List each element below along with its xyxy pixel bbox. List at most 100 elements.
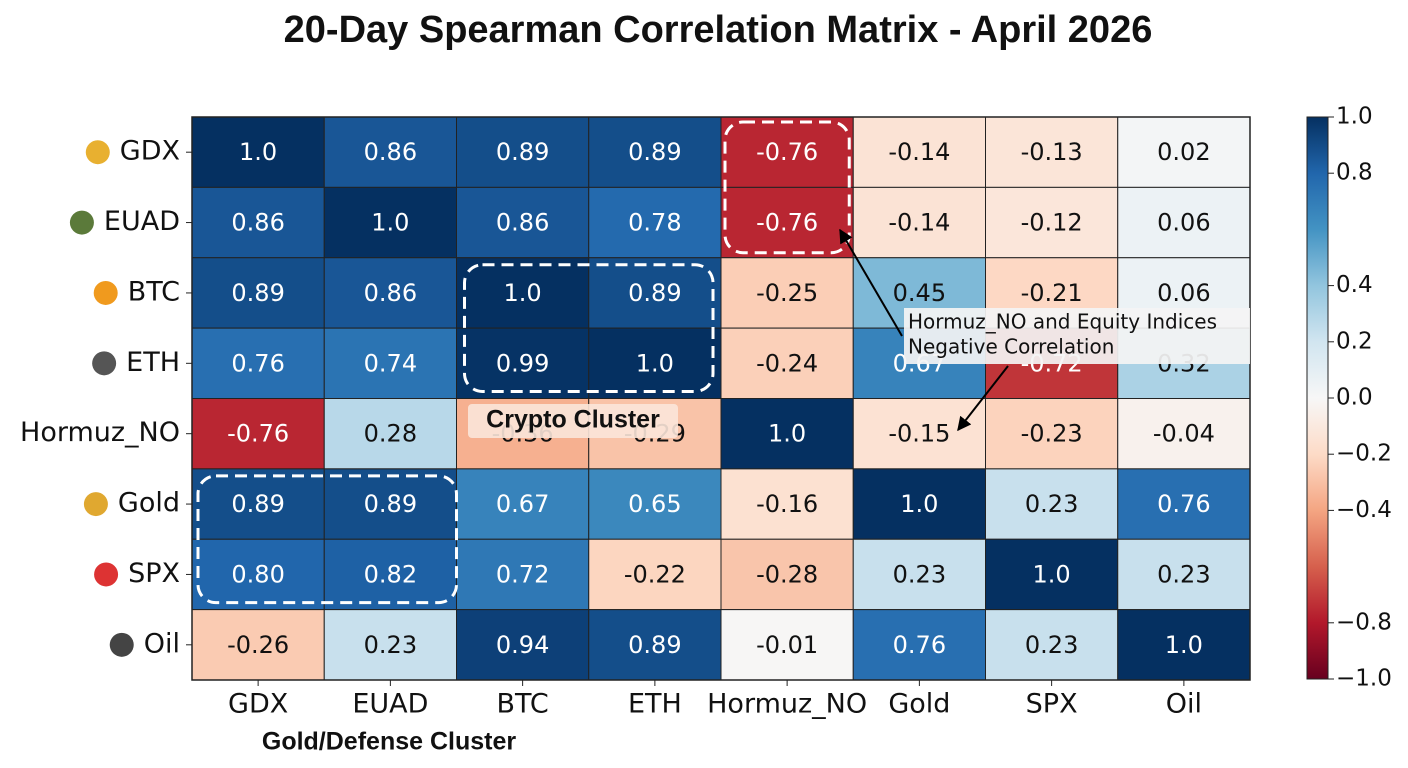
- cell-label: 0.23: [1025, 490, 1078, 518]
- heatmap-cell: [588, 327, 722, 399]
- heatmap-cell: [1117, 116, 1251, 188]
- cell-label: -0.28: [756, 560, 818, 588]
- cell-label: 0.78: [628, 209, 681, 237]
- heatmap-cell: [588, 538, 722, 611]
- cell-label: 0.99: [496, 349, 549, 377]
- chart-title: 20-Day Spearman Correlation Matrix - Apr…: [284, 9, 1153, 51]
- heatmap-cell: [720, 398, 854, 470]
- heatmap-cell: [720, 468, 854, 540]
- y-tick-label: SPX: [128, 558, 180, 589]
- cell-label: -0.24: [756, 349, 818, 377]
- cell-label: 1.0: [371, 209, 409, 237]
- heatmap-cell: [852, 116, 986, 188]
- colorbar-tick-label: −0.2: [1336, 441, 1392, 467]
- heatmap-cell: [588, 186, 722, 259]
- heatmap-cell: [588, 257, 722, 329]
- row-icon: [85, 140, 110, 165]
- colorbar-tick-label: −0.4: [1336, 497, 1392, 523]
- cell-label: -0.14: [888, 138, 950, 166]
- heatmap-cell: [323, 398, 457, 470]
- cell-label: 0.86: [364, 279, 417, 307]
- cell-label: 0.23: [1025, 631, 1078, 659]
- cell-label: 0.82: [364, 560, 417, 588]
- heatmap-cell: [456, 538, 590, 611]
- cell-label: 0.94: [496, 631, 549, 659]
- heatmap-cell: [323, 257, 457, 329]
- heatmap-cell: [191, 257, 325, 329]
- heatmap-cell: [456, 257, 590, 329]
- cell-label: 0.23: [1157, 560, 1210, 588]
- heatmap-cell: [456, 468, 590, 540]
- crypto-label-bg: [468, 404, 678, 438]
- y-tick-label: BTC: [128, 276, 180, 307]
- cell-label: 1.0: [636, 349, 674, 377]
- heatmap-cell: [985, 398, 1119, 470]
- cell-label: -0.26: [227, 631, 289, 659]
- cell-label: 0.28: [364, 420, 417, 448]
- x-tick-label: SPX: [1026, 689, 1078, 720]
- heatmap-cell: [588, 609, 722, 681]
- heatmap-cell: [985, 468, 1119, 540]
- colorbar-tick-label: 0.2: [1336, 328, 1373, 354]
- heatmap-cell: [191, 468, 325, 540]
- cell-label: -0.76: [227, 420, 289, 448]
- cell-label: 1.0: [768, 420, 806, 448]
- cell-label: 0.76: [1157, 490, 1210, 518]
- annotation-arrow: [957, 365, 1009, 432]
- x-tick-label: Oil: [1166, 689, 1202, 720]
- annotation: Hormuz_NO and Equity Indices: [908, 310, 1217, 334]
- colorbar-tick-label: 0.4: [1336, 272, 1373, 298]
- cell-label: -0.16: [756, 490, 818, 518]
- heatmap-cell: [1117, 538, 1251, 611]
- annotation: Crypto Cluster: [486, 406, 660, 434]
- cell-label: 1.0: [504, 279, 542, 307]
- annotation-arrow: [839, 228, 903, 337]
- cell-label: 0.06: [1157, 209, 1210, 237]
- cell-label: 0.89: [231, 490, 284, 518]
- heatmap-cell: [191, 116, 325, 188]
- cell-label: -0.15: [888, 420, 950, 448]
- heatmap-cell: [323, 116, 457, 188]
- note-bg: [904, 308, 1250, 364]
- cell-label: 0.80: [231, 560, 284, 588]
- cell-label: 0.86: [364, 138, 417, 166]
- row-icon: [94, 562, 119, 587]
- x-tick-label: BTC: [496, 689, 548, 720]
- cell-label: 0.65: [628, 490, 681, 518]
- y-tick-label: Gold: [118, 488, 180, 519]
- cell-label: -0.76: [756, 209, 818, 237]
- annotation: Negative Correlation: [908, 335, 1114, 359]
- cell-label: -0.22: [624, 560, 686, 588]
- row-icon: [109, 632, 134, 657]
- plot-frame: [191, 116, 1251, 681]
- heatmap-cell: [985, 609, 1119, 681]
- row-icon: [83, 492, 108, 517]
- y-tick-label: GDX: [120, 136, 180, 167]
- x-tick-label: ETH: [628, 689, 682, 720]
- cell-label: 0.76: [231, 349, 284, 377]
- cell-label: 0.45: [893, 279, 946, 307]
- colorbar-tick-label: 0.0: [1336, 385, 1373, 411]
- cell-label: -0.01: [756, 631, 818, 659]
- heatmap-cell: [720, 186, 854, 259]
- heatmap-cell: [588, 116, 722, 188]
- hormuz-box: [723, 120, 851, 255]
- cell-label: 0.89: [628, 138, 681, 166]
- cell-label: 0.86: [231, 209, 284, 237]
- heatmap-cell: [720, 257, 854, 329]
- colorbar-tick-label: −1.0: [1336, 666, 1392, 692]
- row-icon: [69, 210, 94, 235]
- cell-label: 1.0: [1033, 560, 1071, 588]
- cell-label: 0.86: [496, 209, 549, 237]
- colorbar-tick-label: −0.8: [1336, 609, 1392, 635]
- heatmap-cell: [456, 327, 590, 399]
- heatmap-cell: [852, 398, 986, 470]
- colorbar: [1306, 116, 1329, 680]
- x-tick-label: Gold: [888, 689, 950, 720]
- cell-label: 0.76: [893, 631, 946, 659]
- y-tick-label: ETH: [126, 347, 180, 378]
- cell-label: 0.89: [628, 631, 681, 659]
- heatmap-cell: [191, 398, 325, 470]
- heatmap-cell: [1117, 186, 1251, 259]
- cell-label: -0.76: [756, 138, 818, 166]
